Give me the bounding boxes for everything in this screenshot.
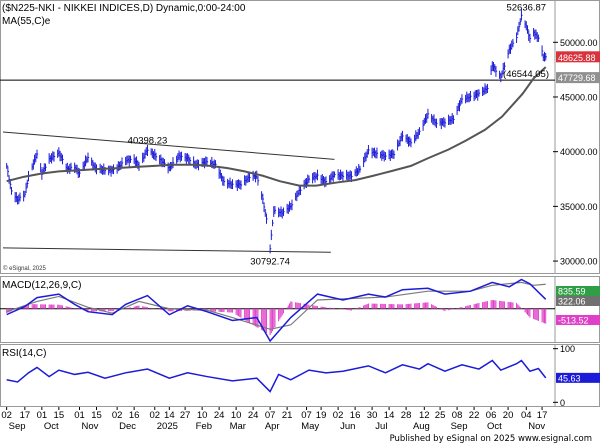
rsi-ytick-label: 100 [560, 344, 575, 354]
x-tick-label: 07 [301, 410, 312, 421]
x-tick-label: 30 [367, 410, 378, 421]
x-month-label: Mar [230, 421, 246, 432]
x-tick-label: 10 [231, 410, 242, 421]
support-level-label: (46544.05) [503, 69, 549, 80]
x-tick-label: 17 [20, 410, 31, 421]
footer-text: Published by eSignal on 2025 www.esignal… [389, 434, 592, 444]
x-tick-label: 02 [112, 410, 123, 421]
x-month-label: Apr [265, 421, 280, 432]
rsi-ytick-label: 0 [560, 398, 565, 408]
price-ytick-label: 40000.00 [560, 147, 598, 157]
price-annotation: 52636.87 [506, 2, 546, 13]
x-tick-label: 02 [333, 410, 344, 421]
x-tick-label: 04 [521, 410, 532, 421]
x-tick-label: 24 [248, 410, 259, 421]
x-tick-label: 01 [37, 410, 48, 421]
price-title: ($N225-NKI - NIKKEI INDICES,D) Dynamic,0… [2, 3, 246, 14]
x-month-label: May [301, 421, 319, 432]
x-tick-label: 20 [503, 410, 514, 421]
x-tick-label: 16 [129, 410, 140, 421]
trend-line [2, 247, 331, 253]
price-annotation: 40398.23 [128, 135, 168, 146]
macd-signal-line [6, 281, 546, 330]
x-tick-label: 02 [149, 410, 160, 421]
x-month-label: Jun [340, 421, 355, 432]
x-tick-label: 27 [180, 410, 191, 421]
x-tick-label: 21 [282, 410, 293, 421]
watermark: © eSignal, 2025 [3, 265, 46, 272]
x-tick-label: 25 [435, 410, 446, 421]
macd-title: MACD(12,26,9,C) [2, 280, 81, 291]
moving-average-line [6, 66, 547, 187]
x-tick-label: 08 [452, 410, 463, 421]
price-panel-frame [0, 0, 600, 274]
x-month-label: Oct [44, 421, 59, 432]
x-month-label: 2025 [157, 421, 178, 432]
trend-line [2, 131, 335, 160]
x-tick-label: 28 [401, 410, 412, 421]
x-tick-label: 19 [316, 410, 327, 421]
x-month-label: Feb [196, 421, 212, 432]
x-tick-label: 01 [74, 410, 85, 421]
price-ytick-label: 50000.00 [560, 38, 598, 48]
x-tick-label: 12 [419, 410, 430, 421]
rsi-panel: 0 100 45.63 RSI(14,C) [0, 344, 600, 408]
x-tick-label: 14 [384, 410, 395, 421]
x-month-label: Nov [81, 421, 98, 432]
macd-value-label: 322.06 [558, 297, 586, 307]
x-tick-label: 17 [537, 410, 548, 421]
price-annotation: 30792.74 [250, 256, 290, 267]
x-month-label: Dec [119, 421, 136, 432]
x-tick-label: 14 [164, 410, 175, 421]
x-tick-label: 15 [91, 410, 102, 421]
ma-value-tag [556, 72, 600, 84]
rsi-value-label: 45.63 [558, 373, 581, 383]
x-tick-label: 02 [1, 410, 12, 421]
x-tick-label: 22 [469, 410, 480, 421]
price-ytick-label: 45000.00 [560, 92, 598, 102]
price-value-label: 48625.88 [558, 53, 596, 63]
price-panel: 30000.00 35000.00 40000.00 45000.00 50000.00… [0, 0, 600, 274]
x-tick-label: 10 [197, 410, 208, 421]
x-axis: 02 17 01 15 01 15 02 16 02 14 27 10 24 10 24 07 21 07 19 02… [1, 407, 547, 432]
x-tick-label: 15 [54, 410, 65, 421]
price-subtitle: MA(55,C)e [2, 16, 51, 27]
price-value-tag [556, 51, 600, 63]
x-month-label: Nov [528, 421, 545, 432]
x-tick-label: 24 [214, 410, 225, 421]
rsi-line [6, 359, 547, 393]
price-ytick-label: 30000.00 [560, 257, 598, 267]
x-tick-label: 07 [265, 410, 276, 421]
macd-line [6, 278, 547, 343]
macd-value-label: 835.59 [558, 287, 586, 297]
x-tick-label: 16 [350, 410, 361, 421]
x-month-label: Sep [451, 421, 468, 432]
macd-value-tag [556, 315, 600, 325]
x-tick-label: 06 [486, 410, 497, 421]
price-ytick-label: 35000.00 [560, 202, 598, 212]
x-month-label: Oct [487, 421, 502, 432]
x-month-label: Jul [375, 421, 387, 432]
macd-value-label: -513.52 [558, 316, 589, 326]
footer: Published by eSignal on 2025 www.esignal… [0, 433, 600, 446]
macd-value-tag [556, 296, 600, 306]
macd-value-tag [556, 286, 600, 296]
rsi-title: RSI(14,C) [2, 348, 46, 359]
x-month-label: Sep [9, 421, 26, 432]
x-month-label: Aug [413, 421, 430, 432]
ma-value-label: 47729.68 [558, 73, 596, 83]
rsi-value-tag [556, 372, 600, 383]
